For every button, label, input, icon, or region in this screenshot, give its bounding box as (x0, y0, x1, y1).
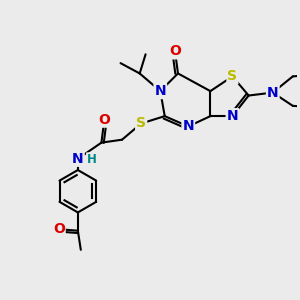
Text: O: O (98, 113, 110, 127)
Text: N: N (267, 85, 279, 100)
Text: S: S (227, 69, 237, 83)
Text: O: O (53, 222, 65, 236)
Text: H: H (87, 153, 97, 166)
Text: N: N (182, 119, 194, 134)
Text: S: S (136, 116, 146, 130)
Text: N: N (72, 152, 84, 166)
Text: N: N (154, 84, 166, 98)
Text: N: N (226, 109, 238, 123)
Text: O: O (169, 44, 181, 58)
